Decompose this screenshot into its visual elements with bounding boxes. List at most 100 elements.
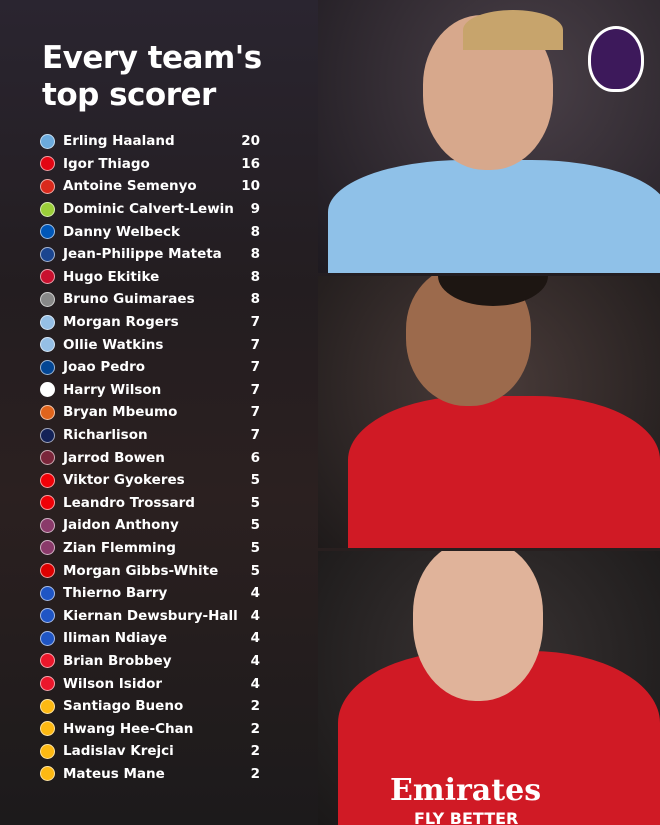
club-crest-icon [40, 404, 55, 420]
goal-count: 2 [250, 698, 260, 715]
list-item: Iliman Ndiaye 4 [40, 627, 260, 650]
club-crest-icon [40, 427, 55, 443]
list-item: Morgan Rogers 7 [40, 311, 260, 334]
top-scorer-list: Erling Haaland 20 Igor Thiago 16 Antoine Sem… [40, 130, 260, 785]
goal-count: 5 [250, 517, 260, 534]
shirt [348, 396, 660, 548]
club-crest-icon [40, 291, 55, 307]
list-item: Igor Thiago 16 [40, 153, 260, 176]
goal-count: 4 [250, 675, 260, 692]
player-name: Leandro Trossard [63, 494, 195, 511]
player-name: Jarrod Bowen [63, 449, 165, 466]
club-crest-icon [40, 563, 55, 579]
goal-count: 7 [250, 404, 260, 421]
list-item: Joao Pedro 7 [40, 356, 260, 379]
list-item: Ollie Watkins 7 [40, 333, 260, 356]
player-photo-liverpool [318, 276, 660, 548]
goal-count: 2 [250, 720, 260, 737]
player-name: Ollie Watkins [63, 336, 164, 353]
goal-count: 7 [250, 359, 260, 376]
club-crest-icon [40, 472, 55, 488]
goal-count: 7 [250, 336, 260, 353]
list-item: Leandro Trossard 5 [40, 492, 260, 515]
goal-count: 20 [241, 133, 260, 150]
list-item: Wilson Isidor 4 [40, 672, 260, 695]
list-item: Zian Flemming 5 [40, 537, 260, 560]
list-item: Erling Haaland 20 [40, 130, 260, 153]
goal-count: 4 [250, 652, 260, 669]
list-item: Bryan Mbeumo 7 [40, 401, 260, 424]
player-name: Jaidon Anthony [63, 517, 179, 534]
club-crest-icon [40, 585, 55, 601]
player-name: Antoine Semenyo [63, 178, 197, 195]
list-item: Santiago Bueno 2 [40, 695, 260, 718]
player-name: Morgan Gibbs-White [63, 562, 219, 579]
player-name: Ladislav Krejci [63, 743, 174, 760]
goal-count: 4 [250, 585, 260, 602]
player-name: Richarlison [63, 427, 148, 444]
goal-count: 10 [241, 178, 260, 195]
hair [463, 10, 563, 50]
club-crest-icon [40, 517, 55, 533]
club-crest-icon [40, 495, 55, 511]
goal-count: 7 [250, 314, 260, 331]
club-crest-icon [40, 246, 55, 262]
player-name: Hwang Hee-Chan [63, 720, 194, 737]
player-name: Thierno Barry [63, 585, 168, 602]
list-item: Dominic Calvert-Lewin 9 [40, 198, 260, 221]
club-crest-icon [40, 156, 55, 172]
list-item: Bruno Guimaraes 8 [40, 288, 260, 311]
player-name: Harry Wilson [63, 381, 162, 398]
player-name: Kiernan Dewsbury-Hall [63, 607, 238, 624]
player-name: Joao Pedro [63, 359, 146, 376]
list-item: Danny Welbeck 8 [40, 220, 260, 243]
list-item: Ladislav Krejci 2 [40, 740, 260, 763]
goal-count: 4 [250, 630, 260, 647]
goal-count: 5 [250, 494, 260, 511]
player-name: Brian Brobbey [63, 652, 172, 669]
club-crest-icon [40, 178, 55, 194]
goal-count: 8 [250, 246, 260, 263]
player-name: Dominic Calvert-Lewin [63, 201, 234, 218]
player-head [413, 551, 543, 701]
shirt [328, 160, 660, 273]
club-crest-icon [40, 608, 55, 624]
club-crest-icon [40, 382, 55, 398]
premier-league-lion-logo [588, 26, 644, 92]
club-crest-icon [40, 269, 55, 285]
list-item: Kiernan Dewsbury-Hall 4 [40, 604, 260, 627]
player-name: Bruno Guimaraes [63, 291, 195, 308]
club-crest-icon [40, 653, 55, 669]
goal-count: 6 [250, 449, 260, 466]
player-name: Hugo Ekitike [63, 268, 160, 285]
club-crest-icon [40, 743, 55, 759]
club-crest-icon [40, 698, 55, 714]
club-crest-icon [40, 540, 55, 556]
goal-count: 5 [250, 539, 260, 556]
club-crest-icon [40, 224, 55, 240]
player-name: Wilson Isidor [63, 675, 163, 692]
club-crest-icon [40, 359, 55, 375]
club-crest-icon [40, 201, 55, 217]
goal-count: 8 [250, 223, 260, 240]
player-name: Danny Welbeck [63, 223, 181, 240]
list-item: Richarlison 7 [40, 424, 260, 447]
list-item: Morgan Gibbs-White 5 [40, 559, 260, 582]
player-name: Santiago Bueno [63, 698, 184, 715]
list-item: Jarrod Bowen 6 [40, 446, 260, 469]
list-item: Hugo Ekitike 8 [40, 266, 260, 289]
list-item: Jean-Philippe Mateta 8 [40, 243, 260, 266]
sponsor-text: Emirates [390, 773, 542, 808]
player-name: Viktor Gyokeres [63, 472, 185, 489]
player-name: Igor Thiago [63, 155, 150, 172]
club-crest-icon [40, 766, 55, 782]
list-item: Brian Brobbey 4 [40, 650, 260, 673]
club-crest-icon [40, 676, 55, 692]
player-name: Zian Flemming [63, 539, 176, 556]
goal-count: 7 [250, 381, 260, 398]
club-crest-icon [40, 450, 55, 466]
list-item: Thierno Barry 4 [40, 582, 260, 605]
player-photo-arsenal: Emirates FLY BETTER [318, 551, 660, 825]
title-line-1: Every team's [42, 40, 262, 76]
title-line-2: top scorer [42, 77, 216, 113]
